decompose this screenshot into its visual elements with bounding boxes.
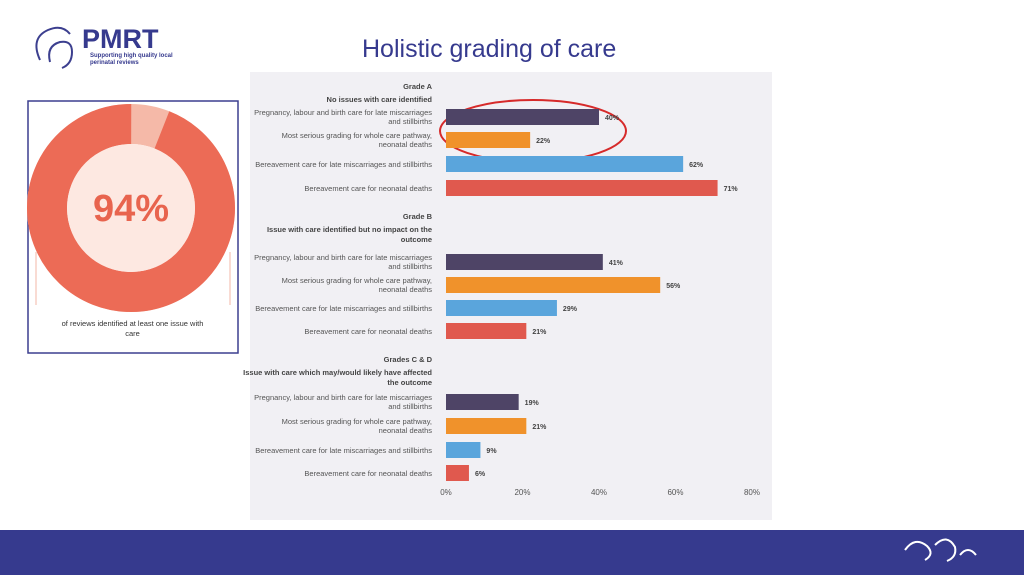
value-label: 21%: [532, 424, 547, 431]
value-label: 19%: [525, 400, 540, 407]
category-label: Bereavement care for late miscarriages a…: [255, 303, 432, 313]
bar: [446, 156, 684, 172]
x-tick-label: 0%: [440, 488, 452, 497]
x-tick-label: 40%: [591, 488, 607, 497]
value-label: 6%: [475, 471, 486, 478]
category-label: Bereavement care for late miscarriages a…: [255, 445, 432, 455]
footer-logo: [904, 538, 977, 562]
value-label: 40%: [605, 115, 620, 122]
slide-title: Holistic grading of care: [362, 35, 616, 63]
bar: [446, 465, 469, 481]
donut-caption: of reviews identified at least one issue…: [61, 319, 204, 338]
category-label: Bereavement care for neonatal deaths: [304, 326, 432, 336]
category-label: Most serious grading for whole care path…: [281, 276, 432, 294]
bar: [446, 180, 718, 196]
category-label: Bereavement care for late miscarriages a…: [255, 159, 432, 169]
value-label: 22%: [536, 138, 551, 145]
donut-value-label: 94%: [93, 188, 169, 230]
bar: [446, 277, 661, 293]
category-label: Most serious grading for whole care path…: [281, 417, 432, 435]
logo-tagline: Supporting high quality local perinatal …: [90, 53, 173, 66]
group-title: Grades C & D: [383, 355, 432, 364]
x-tick-label: 60%: [667, 488, 683, 497]
value-label: 29%: [563, 306, 578, 313]
group-title: Grade B: [402, 212, 432, 221]
value-label: 71%: [724, 186, 739, 193]
bar: [446, 300, 557, 316]
donut-arc: [26, 103, 235, 312]
group-subtitle: Issue with care which may/would likely h…: [243, 368, 432, 387]
value-label: 9%: [486, 448, 497, 455]
bar: [446, 394, 519, 410]
value-label: 41%: [609, 260, 624, 267]
footer-band: [0, 530, 1024, 575]
x-tick-label: 80%: [744, 488, 760, 497]
x-tick-label: 20%: [514, 488, 530, 497]
bar: [446, 109, 599, 125]
group-subtitle: No issues with care identified: [326, 95, 432, 104]
value-label: 21%: [532, 329, 547, 336]
donut-center: [67, 144, 195, 272]
bar: [446, 132, 531, 148]
value-label: 62%: [689, 162, 704, 169]
group-title: Grade A: [403, 82, 432, 91]
category-label: Pregnancy, labour and birth care for lat…: [254, 108, 432, 126]
category-label: Pregnancy, labour and birth care for lat…: [254, 253, 432, 271]
bar: [446, 418, 527, 434]
logo-text: PMRT: [82, 24, 159, 54]
category-label: Most serious grading for whole care path…: [281, 131, 432, 149]
category-label: Bereavement care for neonatal deaths: [304, 468, 432, 478]
bar: [446, 442, 481, 458]
category-label: Bereavement care for neonatal deaths: [304, 183, 432, 193]
category-label: Pregnancy, labour and birth care for lat…: [254, 393, 432, 411]
logo-mark: [35, 26, 74, 69]
group-subtitle: Issue with care identified but no impact…: [266, 225, 432, 244]
value-label: 56%: [666, 283, 681, 290]
bar: [446, 254, 603, 270]
bar: [446, 323, 527, 339]
